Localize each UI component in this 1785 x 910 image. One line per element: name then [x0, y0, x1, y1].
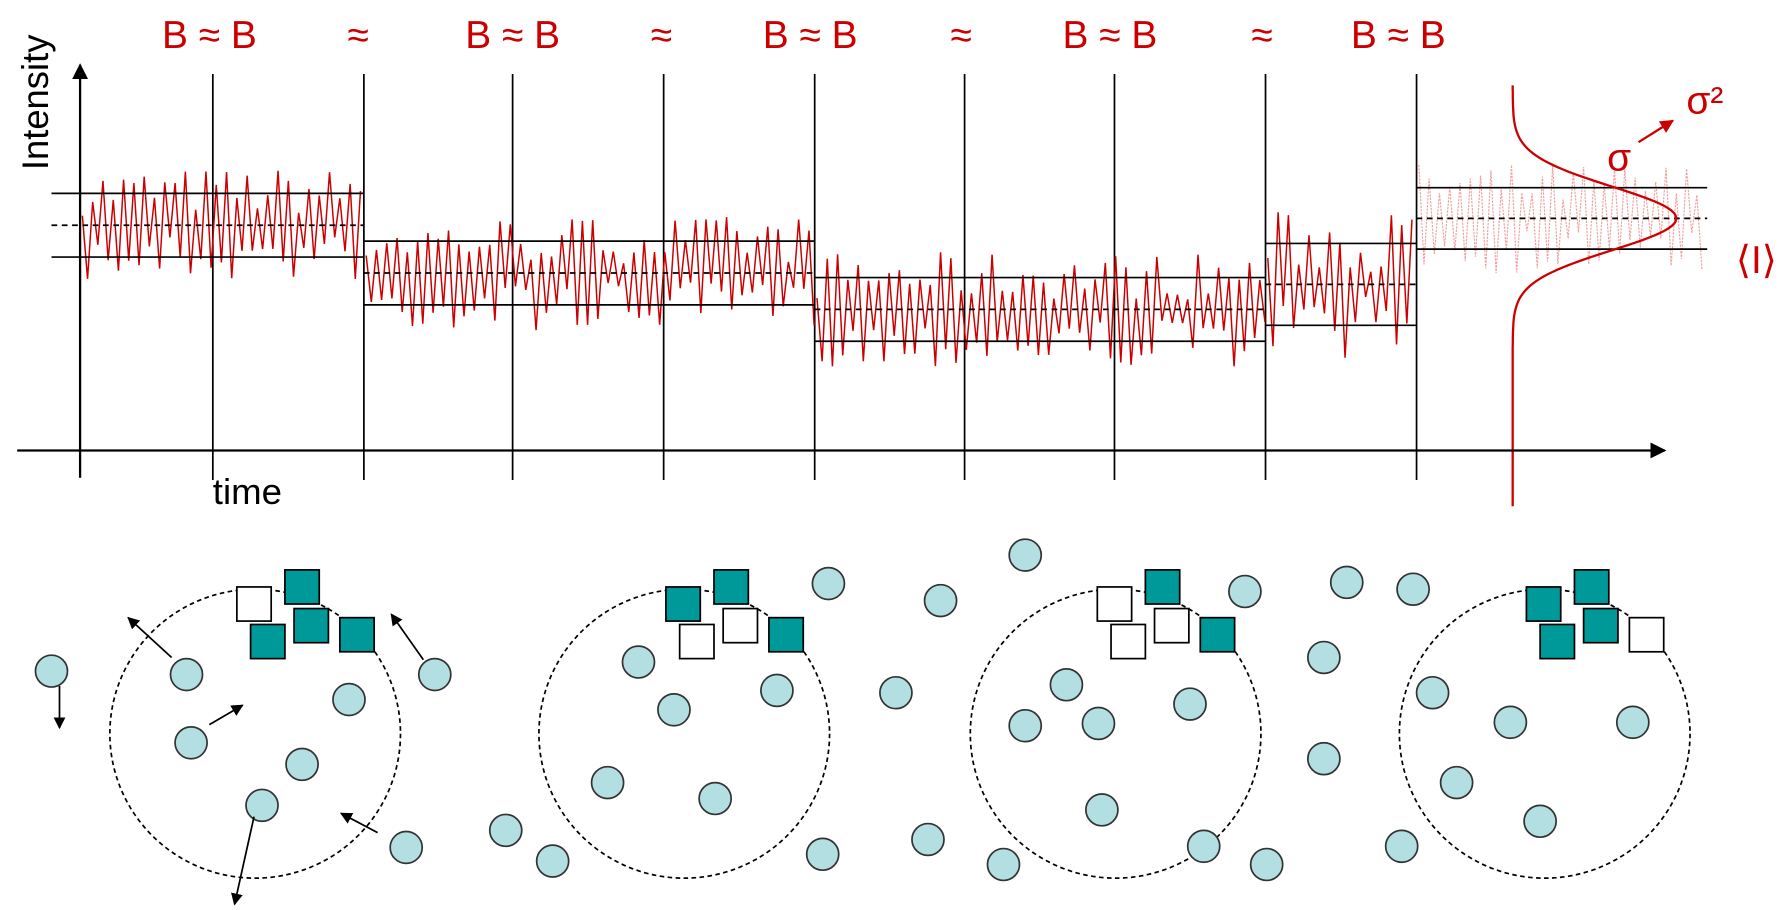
motion-arrow — [208, 704, 244, 726]
boundary-label: ≈ — [347, 14, 368, 57]
segment-label: B ≈ B — [763, 14, 858, 57]
dark-molecule — [1096, 586, 1133, 622]
diffusing-molecule — [1186, 829, 1221, 864]
motion-arrow — [390, 613, 425, 661]
dark-molecule — [722, 607, 759, 644]
motion-arrow — [127, 616, 173, 659]
x-axis-label: time — [213, 471, 282, 512]
segment-label: B ≈ B — [1062, 14, 1157, 57]
dark-molecule — [678, 623, 715, 660]
diffusing-molecule — [1415, 675, 1450, 710]
bright-molecule — [665, 586, 702, 622]
diffusing-molecule — [1049, 667, 1084, 702]
segment-label: B ≈ B — [162, 14, 257, 57]
diffusing-molecule — [657, 693, 691, 727]
dark-molecule — [1110, 623, 1147, 660]
sigma-label: σ — [1607, 137, 1631, 180]
diffusing-molecule — [1396, 572, 1431, 607]
diffusing-molecule — [1228, 574, 1262, 609]
boundary-label: ≈ — [651, 14, 672, 57]
diffusing-molecule — [488, 813, 523, 848]
bright-molecule — [1573, 569, 1610, 605]
diffusing-molecule — [986, 847, 1021, 882]
bright-molecule — [249, 623, 286, 660]
sigma-arrow — [1637, 119, 1675, 144]
intensity-trace — [81, 170, 362, 279]
diffusing-molecule — [169, 657, 204, 692]
diffusing-molecule — [389, 830, 424, 865]
bright-molecule — [1199, 616, 1236, 653]
diffusing-molecule — [1249, 847, 1284, 882]
bright-molecule — [768, 616, 805, 653]
diffusing-molecule — [760, 673, 794, 708]
diffusing-molecule — [923, 583, 958, 618]
diffusing-molecule — [1329, 565, 1364, 600]
bright-molecule — [284, 569, 321, 605]
diffusing-molecule — [1439, 765, 1474, 800]
dark-molecule — [1628, 616, 1665, 653]
bright-molecule — [293, 607, 330, 644]
diffusing-molecule — [1173, 687, 1207, 721]
diffusing-molecule — [621, 645, 656, 679]
mean-label: ⟨I⟩ — [1736, 239, 1777, 282]
diffusing-molecule — [174, 726, 208, 760]
boundary-label: ≈ — [1251, 14, 1272, 57]
bright-molecule — [713, 569, 750, 605]
diffusing-molecule — [245, 788, 279, 823]
drawing-layer: B ≈ B B ≈ B B ≈ B B ≈ B B ≈ B ≈ ≈ ≈ ≈ — [34, 14, 1708, 906]
diffusing-molecule — [417, 657, 452, 692]
diffusing-molecule — [1493, 705, 1528, 740]
diffusing-molecule — [805, 837, 840, 872]
diffusing-molecule — [911, 822, 945, 857]
intensity-trace — [1267, 212, 1413, 358]
segment-label: B ≈ B — [1351, 14, 1446, 57]
diffusing-molecule — [698, 781, 733, 816]
diffusing-molecule — [1615, 705, 1650, 740]
bright-molecule — [1525, 586, 1562, 622]
diffusing-molecule — [1008, 708, 1043, 743]
diffusing-molecule — [1384, 829, 1419, 864]
dark-molecule — [235, 586, 273, 622]
diffusing-molecule — [1081, 706, 1116, 741]
reference-trace — [1418, 164, 1703, 274]
diffusing-molecule — [1306, 741, 1341, 776]
diffusing-molecule — [879, 675, 913, 710]
motion-arrow — [231, 816, 255, 906]
diffusing-molecule — [1085, 793, 1119, 827]
motion-arrow — [339, 812, 378, 834]
diffusing-molecule — [1523, 804, 1558, 839]
sigma-squared-label: σ² — [1686, 80, 1723, 123]
distribution-curve — [1511, 85, 1678, 507]
bright-molecule — [1144, 569, 1181, 605]
bright-molecule — [1539, 623, 1576, 660]
bright-molecule — [338, 616, 376, 653]
diffusing-molecule — [285, 747, 319, 782]
intensity-trace — [816, 252, 1266, 367]
diffusing-molecule — [1306, 640, 1341, 675]
y-axis-label: Intensity — [15, 34, 56, 170]
boundary-label: ≈ — [950, 14, 971, 57]
diffusing-molecule — [332, 682, 366, 717]
diffusing-molecule — [590, 765, 625, 800]
diffusing-molecule — [535, 844, 570, 878]
bright-molecule — [1582, 607, 1619, 644]
segment-label: B ≈ B — [465, 14, 560, 57]
diffusing-molecule — [1008, 538, 1043, 572]
dark-molecule — [1153, 607, 1190, 644]
diffusing-molecule — [811, 566, 846, 601]
diffusing-molecule — [34, 654, 69, 688]
